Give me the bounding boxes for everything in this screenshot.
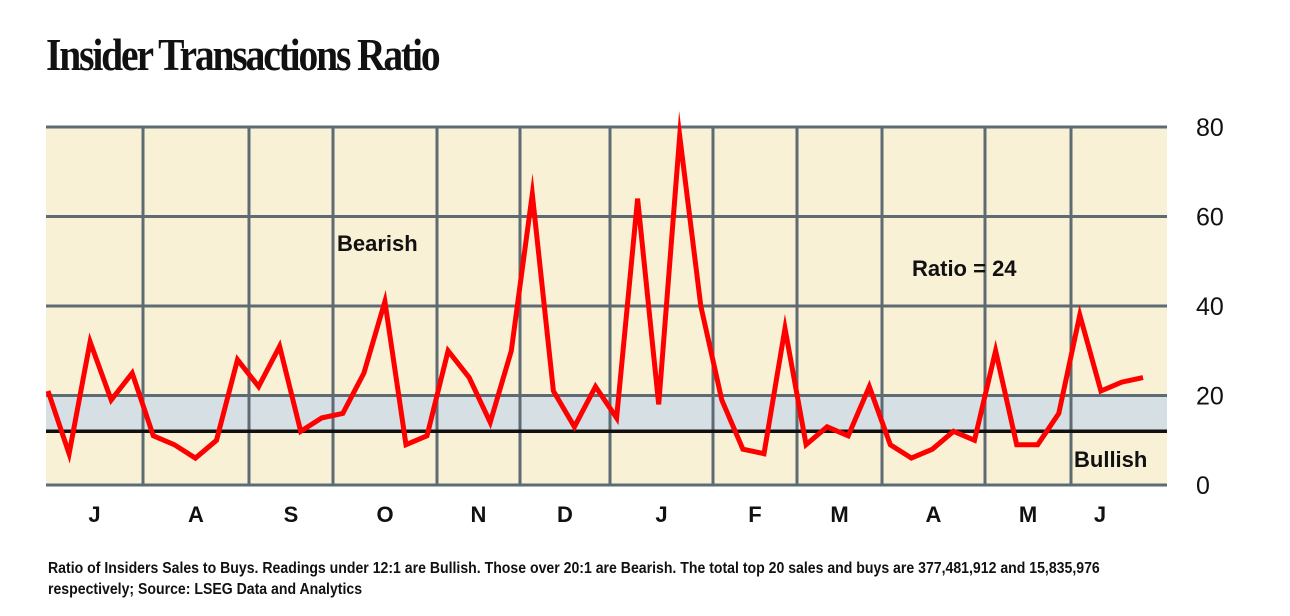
x-tick-label: F [748,502,761,527]
y-tick-label: 40 [1196,293,1224,321]
x-tick-label: S [284,502,299,527]
chart-title: Insider Transactions Ratio [46,29,441,80]
y-axis-tick-labels: 0 20 40 60 80 [1196,114,1224,500]
y-tick-label: 60 [1196,204,1224,232]
x-tick-label: J [655,502,667,527]
x-tick-label: A [926,502,942,527]
x-tick-label: M [1019,502,1037,527]
ratio-line [45,111,1144,464]
x-tick-label: A [188,502,204,527]
y-tick-label: 80 [1196,114,1224,142]
horizontal-gridlines [46,125,1167,487]
x-tick-label: D [557,502,573,527]
x-tick-label: N [471,502,487,527]
y-tick-label: 20 [1196,383,1224,411]
footnote: Ratio of Insiders Sales to Buys. Reading… [48,560,1100,598]
x-tick-label: J [1094,502,1106,527]
bearish-label: Bearish [337,231,418,256]
y-tick-label: 0 [1196,472,1210,500]
x-tick-label: J [88,502,100,527]
x-tick-label: M [830,502,848,527]
x-tick-label: O [376,502,393,527]
ratio-series [45,111,1144,464]
bullish-label: Bullish [1074,447,1147,472]
ratio-label: Ratio = 24 [912,256,1017,281]
